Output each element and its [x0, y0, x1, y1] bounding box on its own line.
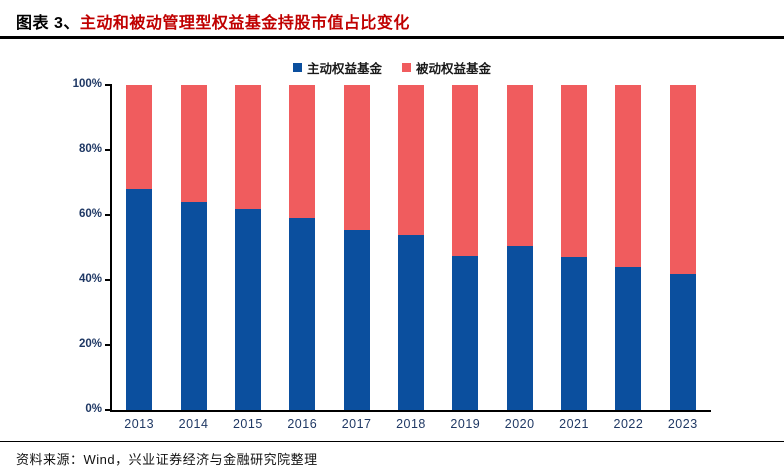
- legend-swatch-active: [292, 63, 302, 72]
- y-axis-tick-label: 60%: [78, 208, 102, 220]
- stacked-bar-2018: [397, 85, 424, 410]
- x-axis-label-2020: 2020: [504, 417, 535, 431]
- bar-segment-passive: [343, 85, 370, 230]
- plot-area: 0% 20% 40% 60% 80% 100%: [73, 78, 711, 415]
- y-axis-tick-label: 0%: [85, 403, 102, 415]
- y-axis-tick: [105, 84, 110, 86]
- x-axis-label-2013: 2013: [124, 417, 155, 431]
- bar-segment-active: [452, 255, 479, 410]
- bar-segment-active: [506, 245, 533, 410]
- bar-column-2021: [547, 85, 601, 410]
- y-axis-tick-label: 40%: [78, 273, 102, 285]
- bar-column-2018: [384, 85, 438, 410]
- bar-column-2014: [166, 85, 220, 410]
- legend-label-active: 主动权益基金: [306, 62, 382, 76]
- bar-segment-passive: [180, 85, 207, 202]
- y-axis-tick-label: 100%: [72, 78, 102, 90]
- x-axis-label-2016: 2016: [287, 417, 318, 431]
- y-axis-line: [110, 84, 112, 412]
- bar-segment-passive: [289, 85, 316, 219]
- x-axis-label-2021: 2021: [559, 417, 589, 431]
- bars-container: [112, 85, 710, 410]
- x-axis-label-2019: 2019: [450, 417, 481, 431]
- stacked-bar-2016: [289, 85, 316, 410]
- bar-column-2017: [329, 85, 383, 410]
- y-axis-tick: [105, 344, 110, 346]
- bar-segment-passive: [452, 85, 479, 256]
- bar-segment-active: [669, 273, 696, 410]
- figure-title-prefix: 图表 3、: [16, 15, 80, 32]
- source-note: 资料来源：Wind，兴业证券经济与金融研究院整理: [16, 452, 318, 467]
- bar-segment-active: [289, 218, 316, 410]
- bar-segment-active: [126, 189, 153, 410]
- figure-title: 图表 3、主动和被动管理型权益基金持股市值占比变化: [16, 9, 410, 33]
- bar-column-2022: [601, 85, 655, 410]
- bar-segment-passive: [669, 85, 696, 274]
- chart-legend: 主动权益基金 被动权益基金: [0, 58, 784, 77]
- stacked-bar-2020: [506, 85, 533, 410]
- bar-column-2016: [275, 85, 329, 410]
- x-axis-label-2022: 2022: [613, 417, 644, 431]
- bar-segment-active: [180, 202, 207, 410]
- x-axis-label-2014: 2014: [178, 417, 209, 431]
- bar-segment-active: [397, 234, 424, 410]
- stacked-bar-2014: [180, 85, 207, 410]
- y-axis-tick-label: 80%: [78, 143, 102, 155]
- legend-label-passive: 被动权益基金: [416, 62, 492, 76]
- x-axis-label-2018: 2018: [396, 417, 426, 431]
- legend-item-active: 主动权益基金: [292, 58, 382, 77]
- title-divider: [0, 36, 784, 39]
- bar-segment-passive: [615, 85, 642, 267]
- bar-column-2015: [221, 85, 275, 410]
- bar-column-2020: [493, 85, 547, 410]
- stacked-bar-2023: [669, 85, 696, 410]
- stacked-bar-2019: [452, 85, 479, 410]
- bar-column-2013: [112, 85, 166, 410]
- figure-title-text: 主动和被动管理型权益基金持股市值占比变化: [79, 15, 410, 32]
- y-axis-tick: [105, 149, 110, 151]
- y-axis-tick-label: 20%: [78, 338, 102, 350]
- bar-column-2023: [656, 85, 710, 410]
- bar-segment-active: [234, 208, 261, 410]
- y-axis-tick: [105, 279, 110, 281]
- x-axis-label-2015: 2015: [232, 417, 263, 431]
- bar-segment-passive: [561, 85, 588, 258]
- y-axis-tick: [105, 214, 110, 216]
- y-axis-tick: [105, 409, 110, 411]
- bar-segment-passive: [506, 85, 533, 246]
- stacked-bar-2021: [561, 85, 588, 410]
- footer-divider: [0, 441, 784, 442]
- stacked-bar-2017: [343, 85, 370, 410]
- x-axis-labels: 2013 2014 2015 2016 2017 2018 2019 2020 2021 2022…: [112, 417, 710, 431]
- legend-item-passive: 被动权益基金: [402, 58, 491, 77]
- bar-segment-active: [343, 229, 370, 410]
- bar-segment-passive: [397, 85, 424, 235]
- stacked-bar-2013: [126, 85, 153, 410]
- bar-segment-active: [615, 267, 642, 410]
- bar-segment-passive: [126, 85, 153, 189]
- bar-segment-active: [561, 257, 588, 410]
- x-axis-label-2017: 2017: [341, 417, 372, 431]
- bar-column-2019: [438, 85, 492, 410]
- stacked-bar-2015: [234, 85, 261, 410]
- x-axis-label-2023: 2023: [667, 417, 698, 431]
- legend-swatch-passive: [402, 63, 411, 72]
- stacked-bar-2022: [615, 85, 642, 410]
- bar-segment-passive: [234, 85, 261, 209]
- x-axis-line: [110, 410, 711, 412]
